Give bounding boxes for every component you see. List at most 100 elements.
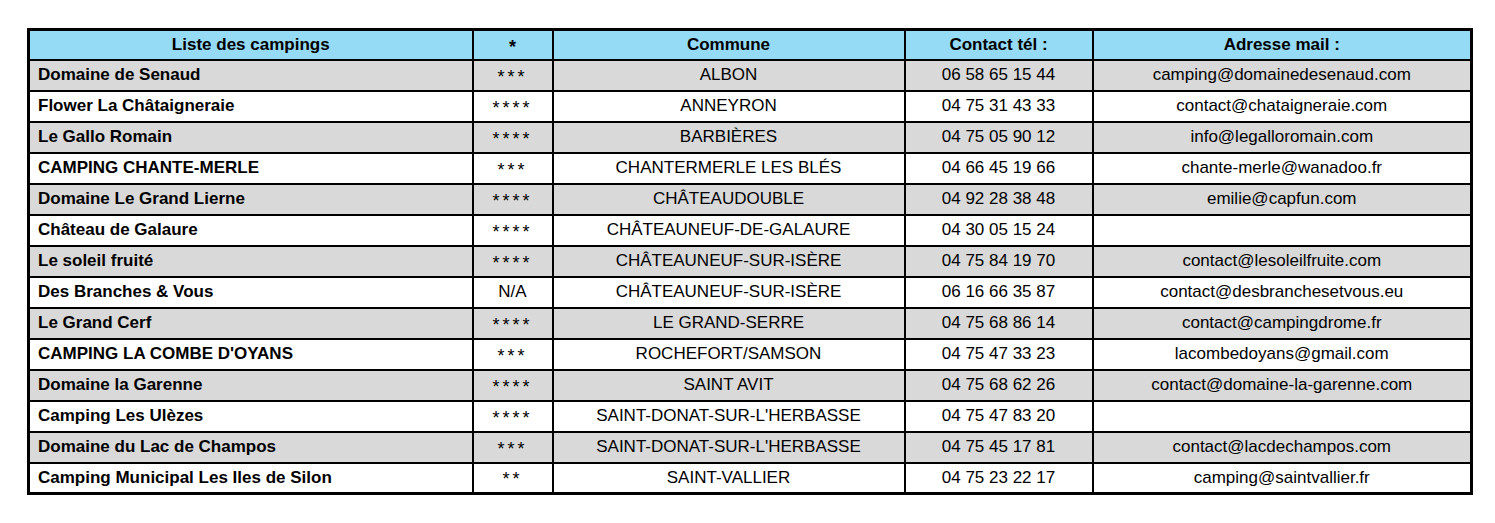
name-cell: CAMPING LA COMBE D'OYANS bbox=[29, 339, 473, 370]
commune-cell: LE GRAND-SERRE bbox=[553, 308, 905, 339]
star-rating: **** bbox=[492, 222, 532, 242]
phone-cell: 04 75 47 33 23 bbox=[905, 339, 1093, 370]
campings-table: Liste des campings * Commune Contact tél… bbox=[27, 28, 1473, 495]
table-row: Le soleil fruité **** CHÂTEAUNEUF-SUR-ISÈR… bbox=[29, 246, 1472, 277]
commune-cell: CHÂTEAUDOUBLE bbox=[553, 184, 905, 215]
star-rating: *** bbox=[497, 160, 527, 180]
commune-cell: ROCHEFORT/SAMSON bbox=[553, 339, 905, 370]
email-cell: contact@domaine-la-garenne.com bbox=[1093, 370, 1472, 401]
table-row: Le Gallo Romain **** BARBIÈRES04 75 05 90 … bbox=[29, 122, 1472, 153]
star-rating: *** bbox=[497, 346, 527, 366]
commune-cell: CHANTERMERLE LES BLÉS bbox=[553, 153, 905, 184]
campings-table-container: Liste des campings * Commune Contact tél… bbox=[27, 28, 1473, 495]
name-cell: Des Branches & Vous bbox=[29, 277, 473, 308]
stars-cell: *** bbox=[473, 339, 553, 370]
star-rating: **** bbox=[492, 98, 532, 118]
name-cell: Camping Municipal Les Iles de Silon bbox=[29, 463, 473, 494]
name-cell: Domaine du Lac de Champos bbox=[29, 432, 473, 463]
phone-cell: 04 92 28 38 48 bbox=[905, 184, 1093, 215]
star-rating: *** bbox=[497, 67, 527, 87]
phone-cell: 04 75 05 90 12 bbox=[905, 122, 1093, 153]
name-cell: Domaine la Garenne bbox=[29, 370, 473, 401]
stars-cell: *** bbox=[473, 60, 553, 91]
star-rating: **** bbox=[492, 129, 532, 149]
email-cell: contact@lesoleilfruite.com bbox=[1093, 246, 1472, 277]
header-contact-tel: Contact tél : bbox=[905, 30, 1093, 60]
star-rating: *** bbox=[497, 439, 527, 459]
stars-cell: **** bbox=[473, 308, 553, 339]
email-cell: chante-merle@wanadoo.fr bbox=[1093, 153, 1472, 184]
star-rating: **** bbox=[492, 408, 532, 428]
commune-cell: CHÂTEAUNEUF-SUR-ISÈRE bbox=[553, 277, 905, 308]
table-header: Liste des campings * Commune Contact tél… bbox=[29, 30, 1472, 60]
stars-cell: **** bbox=[473, 215, 553, 246]
name-cell: Domaine de Senaud bbox=[29, 60, 473, 91]
header-stars: * bbox=[473, 30, 553, 60]
email-cell: camping@saintvallier.fr bbox=[1093, 463, 1472, 494]
star-rating: **** bbox=[492, 315, 532, 335]
table-row: Domaine de Senaud *** ALBON06 58 65 15 44c… bbox=[29, 60, 1472, 91]
table-row: Domaine du Lac de Champos***SAINT-DONAT-… bbox=[29, 432, 1472, 463]
phone-cell: 04 75 84 19 70 bbox=[905, 246, 1093, 277]
table-row: Le Grand Cerf **** LE GRAND-SERRE04 75 68 … bbox=[29, 308, 1472, 339]
table-row: Des Branches & VousN/ACHÂTEAUNEUF-SUR-IS… bbox=[29, 277, 1472, 308]
stars-cell: **** bbox=[473, 246, 553, 277]
name-cell: Camping Les Ulèzes bbox=[29, 401, 473, 432]
commune-cell: SAINT-VALLIER bbox=[553, 463, 905, 494]
header-row: Liste des campings * Commune Contact tél… bbox=[29, 30, 1472, 60]
commune-cell: ALBON bbox=[553, 60, 905, 91]
table-row: Domaine Le Grand Lierne **** CHÂTEAUDOUBLE… bbox=[29, 184, 1472, 215]
stars-cell: *** bbox=[473, 153, 553, 184]
header-stars-label: * bbox=[509, 37, 516, 57]
email-cell: camping@domainedesenaud.com bbox=[1093, 60, 1472, 91]
email-cell: lacombedoyans@gmail.com bbox=[1093, 339, 1472, 370]
table-row: Camping Les Ulèzes **** SAINT-DONAT-SUR-L'… bbox=[29, 401, 1472, 432]
email-cell: contact@chataigneraie.com bbox=[1093, 91, 1472, 122]
commune-cell: BARBIÈRES bbox=[553, 122, 905, 153]
stars-cell: **** bbox=[473, 91, 553, 122]
name-cell: Le Grand Cerf bbox=[29, 308, 473, 339]
email-cell: contact@desbranchesetvous.eu bbox=[1093, 277, 1472, 308]
stars-cell: ** bbox=[473, 463, 553, 494]
email-cell bbox=[1093, 401, 1472, 432]
star-rating: **** bbox=[492, 377, 532, 397]
commune-cell: SAINT AVIT bbox=[553, 370, 905, 401]
star-rating: ** bbox=[502, 469, 522, 489]
stars-cell: **** bbox=[473, 401, 553, 432]
email-cell: contact@lacdechampos.com bbox=[1093, 432, 1472, 463]
name-cell: CAMPING CHANTE-MERLE bbox=[29, 153, 473, 184]
name-cell: Le soleil fruité bbox=[29, 246, 473, 277]
email-cell: contact@campingdrome.fr bbox=[1093, 308, 1472, 339]
star-rating: **** bbox=[492, 253, 532, 273]
email-cell: emilie@capfun.com bbox=[1093, 184, 1472, 215]
commune-cell: CHÂTEAUNEUF-SUR-ISÈRE bbox=[553, 246, 905, 277]
stars-cell: N/A bbox=[473, 277, 553, 308]
table-body: Domaine de Senaud***ALBON06 58 65 15 44c… bbox=[29, 60, 1472, 494]
table-row: CAMPING LA COMBE D'OYANS *** ROCHEFORT/SAM… bbox=[29, 339, 1472, 370]
name-cell: Domaine Le Grand Lierne bbox=[29, 184, 473, 215]
stars-cell: **** bbox=[473, 122, 553, 153]
phone-cell: 04 75 45 17 81 bbox=[905, 432, 1093, 463]
header-liste-des-campings: Liste des campings bbox=[29, 30, 473, 60]
table-row: Domaine la Garenne **** SAINT AVIT04 75 68… bbox=[29, 370, 1472, 401]
name-cell: Le Gallo Romain bbox=[29, 122, 473, 153]
stars-cell: *** bbox=[473, 432, 553, 463]
phone-cell: 04 75 31 43 33 bbox=[905, 91, 1093, 122]
header-commune: Commune bbox=[553, 30, 905, 60]
commune-cell: SAINT-DONAT-SUR-L'HERBASSE bbox=[553, 401, 905, 432]
commune-cell: CHÂTEAUNEUF-DE-GALAURE bbox=[553, 215, 905, 246]
phone-cell: 04 75 47 83 20 bbox=[905, 401, 1093, 432]
star-rating: **** bbox=[492, 191, 532, 211]
name-cell: Flower La Châtaigneraie bbox=[29, 91, 473, 122]
phone-cell: 06 58 65 15 44 bbox=[905, 60, 1093, 91]
table-row: Flower La Châtaigneraie **** ANNEYRON04 75… bbox=[29, 91, 1472, 122]
phone-cell: 04 75 23 22 17 bbox=[905, 463, 1093, 494]
phone-cell: 04 75 68 86 14 bbox=[905, 308, 1093, 339]
header-adresse-mail: Adresse mail : bbox=[1093, 30, 1472, 60]
phone-cell: 04 75 68 62 26 bbox=[905, 370, 1093, 401]
table-row: Camping Municipal Les Iles de Silon ** SAI… bbox=[29, 463, 1472, 494]
email-cell bbox=[1093, 215, 1472, 246]
email-cell: info@legalloromain.com bbox=[1093, 122, 1472, 153]
commune-cell: ANNEYRON bbox=[553, 91, 905, 122]
phone-cell: 04 30 05 15 24 bbox=[905, 215, 1093, 246]
